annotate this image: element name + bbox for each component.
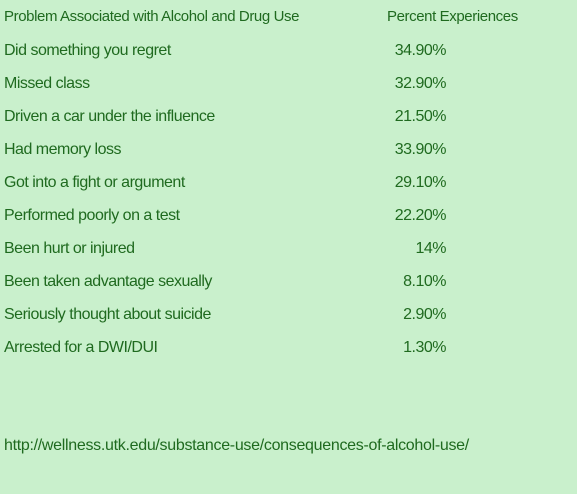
row-label: Driven a car under the influence xyxy=(4,108,215,125)
table-row: Did something you regret 34.90% xyxy=(0,38,577,71)
header-percent: Percent Experiences xyxy=(387,8,518,25)
row-value: 14% xyxy=(415,240,446,257)
row-value: 2.90% xyxy=(403,306,446,323)
table-row: Performed poorly on a test 22.20% xyxy=(0,203,577,236)
row-label: Arrested for a DWI/DUI xyxy=(4,339,158,356)
row-value: 22.20% xyxy=(394,207,447,224)
row-label: Had memory loss xyxy=(4,141,121,158)
table-row: Seriously thought about suicide 2.90% xyxy=(0,302,577,335)
row-label: Got into a fight or argument xyxy=(4,174,185,191)
table-row: Arrested for a DWI/DUI 1.30% xyxy=(0,335,577,368)
table-row: Driven a car under the influence 21.50% xyxy=(0,104,577,137)
table-row: Been hurt or injured 14% xyxy=(0,236,577,269)
table-row: Got into a fight or argument 29.10% xyxy=(0,170,577,203)
row-label: Missed class xyxy=(4,75,90,92)
row-label: Been hurt or injured xyxy=(4,240,135,257)
row-value: 29.10% xyxy=(394,174,447,191)
table-row: Been taken advantage sexually 8.10% xyxy=(0,269,577,302)
table-row: Missed class 32.90% xyxy=(0,71,577,104)
row-label: Seriously thought about suicide xyxy=(4,306,211,323)
source-url: http://wellness.utk.edu/substance-use/co… xyxy=(4,437,469,454)
header-row: Problem Associated with Alcohol and Drug… xyxy=(0,8,577,30)
row-value: 1.30% xyxy=(403,339,446,356)
table-row: Had memory loss 33.90% xyxy=(0,137,577,170)
row-label: Been taken advantage sexually xyxy=(4,273,212,290)
data-rows: Did something you regret 34.90% Missed c… xyxy=(0,38,577,368)
row-value: 34.90% xyxy=(394,42,447,59)
row-label: Did something you regret xyxy=(4,42,171,59)
row-value: 21.50% xyxy=(394,108,447,125)
row-value: 8.10% xyxy=(403,273,446,290)
row-label: Performed poorly on a test xyxy=(4,207,180,224)
header-problem: Problem Associated with Alcohol and Drug… xyxy=(4,8,300,25)
row-value: 33.90% xyxy=(394,141,447,158)
row-value: 32.90% xyxy=(394,75,447,92)
